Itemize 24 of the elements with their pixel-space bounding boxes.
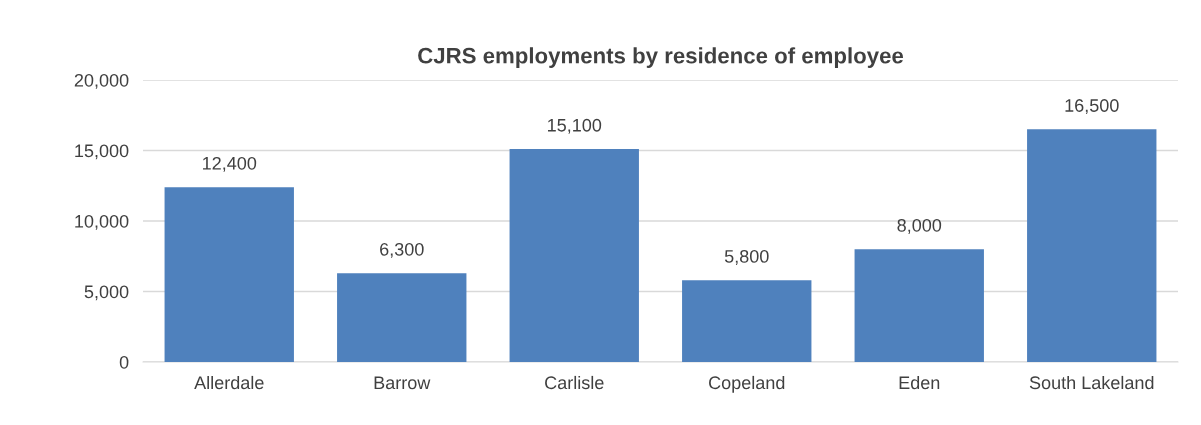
y-tick-label: 20,000 — [74, 73, 129, 89]
data-label: 5,800 — [724, 249, 769, 265]
y-tick-label: 5,000 — [84, 285, 129, 301]
data-label: 12,400 — [203, 156, 257, 172]
bar — [164, 187, 294, 362]
data-label: 8,000 — [897, 218, 942, 234]
y-tick-label: 10,000 — [75, 214, 129, 230]
x-tick-label: Allerdale — [194, 375, 264, 390]
y-tick-label: 15,000 — [75, 144, 129, 160]
x-tick-label: South Lakeland — [1029, 375, 1154, 390]
bar — [509, 149, 639, 362]
bar — [337, 273, 467, 362]
bar — [1027, 129, 1157, 362]
x-tick-label: Barrow — [374, 376, 431, 390]
x-tick-label: Copeland — [709, 375, 785, 393]
x-tick-label: Eden — [899, 375, 940, 390]
data-label: 16,500 — [1065, 99, 1119, 115]
data-label: 15,100 — [548, 118, 602, 134]
bar — [854, 249, 984, 362]
chart-title: CJRS employments by residence of employee — [418, 47, 904, 68]
data-label: 6,300 — [380, 242, 424, 258]
x-tick-label: Carlisle — [545, 375, 604, 390]
bar — [682, 280, 812, 362]
y-tick-label: 0 — [119, 355, 129, 369]
